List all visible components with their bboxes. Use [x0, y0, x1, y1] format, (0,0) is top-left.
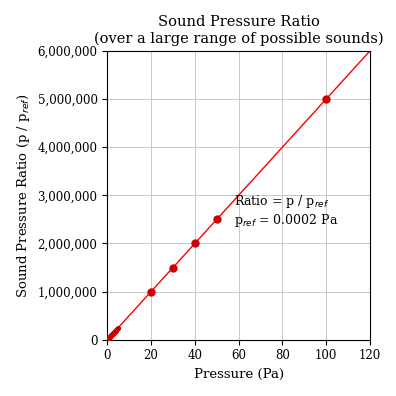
Text: Ratio = p / p$_{ref}$
p$_{ref}$ = 0.0002 Pa: Ratio = p / p$_{ref}$ p$_{ref}$ = 0.0002…: [234, 193, 339, 229]
Y-axis label: Sound Pressure Ratio (p / p$_{ref}$): Sound Pressure Ratio (p / p$_{ref}$): [15, 93, 32, 297]
X-axis label: Pressure (Pa): Pressure (Pa): [194, 368, 284, 381]
Title: Sound Pressure Ratio
(over a large range of possible sounds): Sound Pressure Ratio (over a large range…: [94, 15, 383, 46]
